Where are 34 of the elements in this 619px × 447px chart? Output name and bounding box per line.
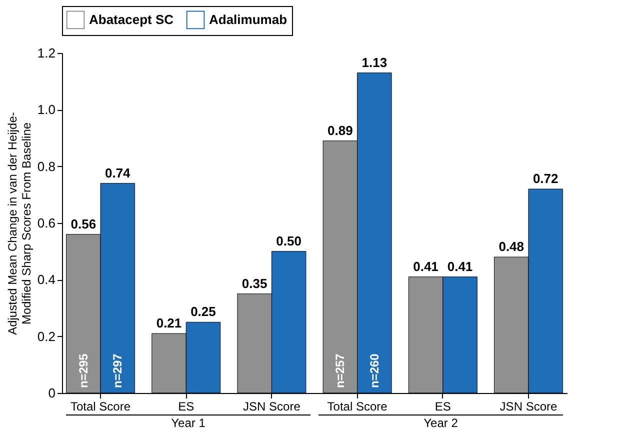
text: Year 2 [424,416,458,430]
y-axis-title: Adjusted Mean Change in van der Heijde-Modified Sharp Scores From Baseline [5,112,34,335]
data-label: 0.25 [190,304,216,320]
data-label: 0.48 [498,239,524,254]
x-tick-label: JSN Score [500,400,558,414]
y-tick-label: 0.2 [37,328,56,344]
x-tick-label: JSN Score [243,400,301,414]
y-tick-label: 0.8 [37,158,56,174]
x-tick-label: ES [178,400,194,414]
x-tick-label: Total Score [327,400,388,414]
data-label: 0.21 [156,316,182,330]
y-tick-label: 1.2 [37,46,56,60]
data-label: 0.35 [242,276,268,291]
text: Year 1 [171,416,206,430]
data-label: 1.13 [362,54,388,70]
annotation: n=297 [110,353,125,388]
y-tick-label: 1.0 [37,102,56,118]
data-label: 0.50 [276,233,302,248]
x-tick-label: Total Score [70,400,131,414]
data-label: 0.72 [532,171,558,186]
legend-label: Adalimumab [209,12,288,27]
data-label: 0.89 [328,122,353,138]
y-tick-label: 0 [48,386,56,400]
x-tick-label: ES [434,400,451,414]
data-label: 0.56 [70,216,96,232]
data-label: 0.41 [413,258,438,274]
data-label: 0.74 [104,165,132,180]
annotation: n=257 [333,353,348,388]
y-tick-label: 0.6 [37,216,56,230]
legend-label: Abatacept SC [89,12,174,27]
data-label: 0.41 [447,258,473,274]
annotation: n=260 [367,353,382,388]
annotation: n=295 [76,353,90,388]
y-tick-label: 0.4 [37,272,56,288]
